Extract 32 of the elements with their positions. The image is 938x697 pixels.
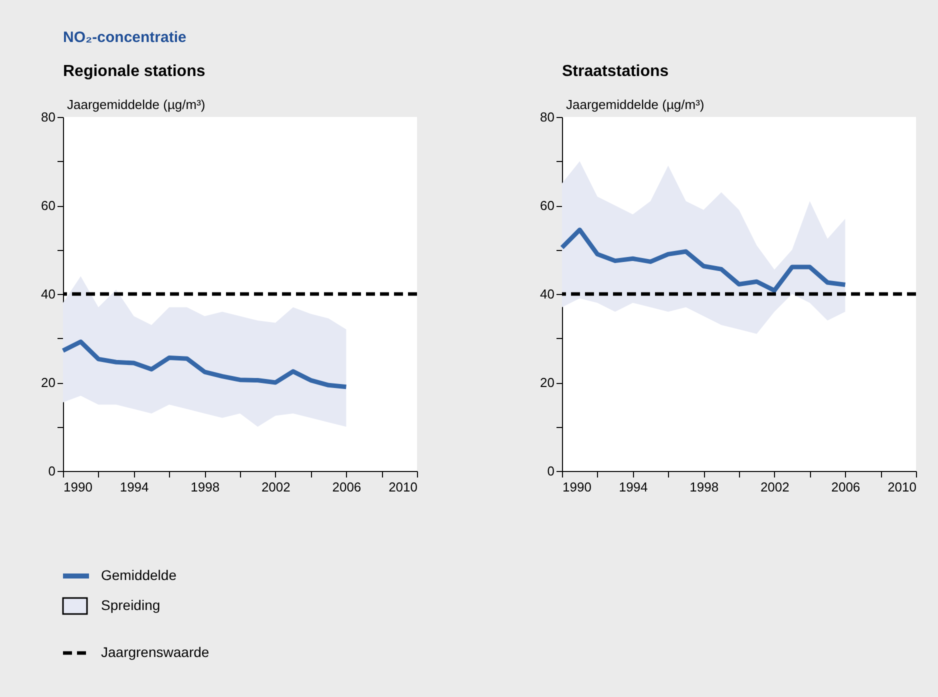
y-tick-label: 0 — [48, 464, 56, 478]
text: Spreiding — [101, 597, 160, 613]
chart-title: NO₂-concentratie — [63, 29, 186, 46]
x-tick-label: 2006 — [831, 480, 860, 494]
y-tick-label: 40 — [41, 286, 56, 302]
y-axis-title: Jaargemiddelde (µg/m³) — [566, 97, 704, 112]
chart-subtitle: Regionale stations — [63, 63, 206, 80]
y-axis-title: Jaargemiddelde (µg/m³) — [67, 97, 206, 112]
y-tick-label: 40 — [540, 286, 554, 302]
y-tick-label: 60 — [540, 198, 554, 213]
x-tick-label: 1998 — [190, 480, 220, 494]
legend-label: Gemiddelde — [101, 567, 177, 583]
x-tick-label: 1990 — [64, 480, 92, 494]
y-tick-label: 20 — [41, 375, 56, 390]
line-series — [60, 340, 348, 390]
y-tick-label: 80 — [540, 110, 554, 124]
y-tick-label: 60 — [41, 198, 56, 213]
legend-label: Jaargrenswaarde — [101, 644, 210, 660]
x-tick-label: 2006 — [332, 480, 362, 494]
line-series — [560, 228, 848, 293]
x-tick-label: 2010 — [888, 480, 916, 494]
x-tick-label: 2002 — [760, 480, 790, 494]
x-tick-label: 2002 — [261, 480, 290, 494]
x-tick-label: 1994 — [120, 480, 149, 494]
y-tick-label: 20 — [540, 375, 554, 390]
chart-title: Straatstations — [562, 63, 669, 80]
x-tick-label: 1998 — [690, 480, 719, 494]
x-tick-label: 1994 — [618, 480, 648, 494]
y-tick-label: 80 — [41, 110, 56, 124]
x-tick-label: 2010 — [388, 480, 418, 494]
y-tick-label: 0 — [547, 464, 554, 478]
x-tick-label: 1990 — [562, 480, 592, 494]
